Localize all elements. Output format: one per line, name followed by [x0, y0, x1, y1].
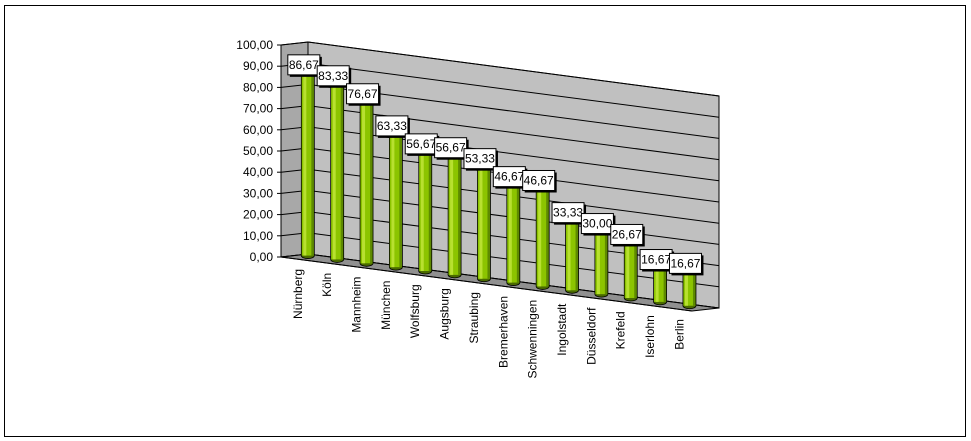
bar-11: [623, 238, 638, 302]
bar-13-part: [684, 270, 688, 306]
bar-1: [330, 79, 345, 263]
bar-10-part: [596, 230, 600, 295]
data-label: 30,00: [582, 217, 612, 231]
data-label: 46,67: [494, 170, 524, 184]
bar-9-part: [575, 219, 579, 291]
y-tick-label: 100,00: [236, 38, 273, 52]
x-tick-label: Iserlohn: [643, 315, 657, 358]
x-tick-label: Köln: [320, 273, 334, 297]
x-tick-label: Krefeld: [614, 311, 628, 349]
data-label-box: [375, 115, 409, 137]
data-label: 63,33: [377, 119, 407, 133]
y-tick-label: 80,00: [243, 80, 273, 94]
data-label: 56,67: [406, 137, 436, 151]
y-tick-label: 30,00: [243, 186, 273, 200]
bar-8-part: [546, 187, 550, 287]
bar-4-part: [428, 150, 432, 272]
bar-1-part: [332, 82, 336, 260]
data-label: 86,67: [289, 58, 319, 72]
bar-8-part: [538, 187, 542, 287]
bar-11-part: [626, 241, 630, 299]
x-tick-label: Straubing: [467, 292, 481, 343]
bar-6-part: [479, 165, 483, 279]
y-tick-label: 60,00: [243, 123, 273, 137]
data-label-box: [522, 169, 556, 191]
bar-13-part: [692, 270, 696, 306]
bar-8: [535, 184, 550, 290]
bar-12-part: [663, 266, 667, 302]
data-label-box: [610, 223, 644, 245]
x-tick-label: Wolfsburg: [408, 284, 422, 338]
gridline: [280, 41, 720, 97]
data-label: 76,67: [348, 87, 378, 101]
x-tick-label: Nürnberg: [291, 269, 305, 319]
data-label: 16,67: [641, 253, 671, 267]
bar-5-part: [458, 154, 462, 275]
y-tick-label: 90,00: [243, 59, 273, 73]
x-tick-label: Bremerhaven: [496, 296, 510, 368]
bar-5: [447, 151, 462, 279]
bar-4: [418, 147, 433, 275]
bar-1-part: [340, 82, 344, 260]
bar-3-part: [391, 132, 395, 268]
bar-2: [359, 97, 374, 267]
data-label: 46,67: [524, 173, 554, 187]
x-tick-label: Düsseldorf: [584, 307, 598, 365]
bar-6: [477, 162, 491, 283]
x-axis-line: [280, 256, 693, 312]
bar-0-part: [311, 71, 315, 256]
y-tick-label: 20,00: [243, 208, 273, 222]
bar-5-part: [450, 154, 454, 275]
data-label-box: [434, 137, 468, 159]
data-label: 26,67: [612, 227, 642, 241]
y-tick-label: 70,00: [243, 102, 273, 116]
bar-9-part: [567, 219, 571, 291]
x-tick-label: Mannheim: [350, 277, 364, 333]
x-tick-label: Augsburg: [438, 288, 452, 339]
data-label: 33,33: [553, 206, 583, 220]
bar-7: [506, 180, 521, 286]
x-tick-label: Berlin: [672, 319, 686, 350]
data-label-box: [668, 252, 702, 274]
data-label-box: [580, 213, 614, 235]
bar-10: [594, 227, 609, 298]
data-label-box: [316, 65, 350, 87]
bar-7-part: [508, 183, 512, 283]
bar-0: [300, 68, 315, 259]
bar-2-part: [362, 100, 366, 264]
data-label-box: [463, 148, 497, 170]
bar-3: [388, 129, 403, 271]
bar-11-part: [634, 241, 638, 299]
data-label-box: [287, 54, 321, 76]
y-tick-label: 50,00: [243, 144, 273, 158]
y-tick-label: 0,00: [250, 250, 274, 264]
y-tick-label: 40,00: [243, 165, 273, 179]
data-label: 83,33: [318, 69, 348, 83]
bar-4-part: [420, 150, 424, 272]
data-label-box: [346, 83, 380, 105]
bar-6-part: [487, 165, 491, 279]
y-tick-label: 10,00: [243, 229, 273, 243]
bar-0-part: [303, 71, 307, 256]
bar-7-part: [516, 183, 520, 283]
bar-2-part: [370, 100, 374, 264]
data-label: 56,67: [436, 141, 466, 155]
x-tick-label: Schwenningen: [526, 300, 540, 379]
bar-3-part: [399, 132, 403, 268]
bar-12-part: [655, 266, 659, 302]
data-label-box: [551, 202, 585, 224]
x-tick-label: München: [379, 281, 393, 330]
data-label: 53,33: [465, 152, 495, 166]
x-tick-label: Ingolstadt: [555, 303, 569, 356]
bar-10-part: [604, 230, 608, 295]
data-label: 16,67: [670, 256, 700, 270]
bar-9: [565, 216, 579, 294]
